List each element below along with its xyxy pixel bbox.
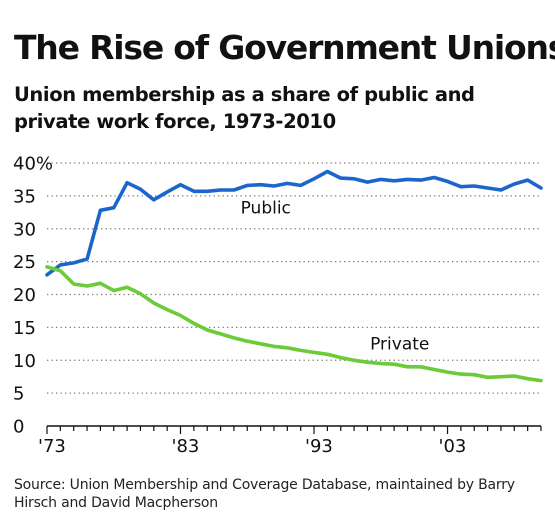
- series-line-private: [45, 265, 543, 383]
- series-label-private: Private: [370, 335, 429, 355]
- series-label-public: Public: [241, 199, 291, 219]
- y-tick-label: 20: [13, 285, 36, 306]
- series-line-public: [45, 169, 543, 277]
- y-tick-label: 5: [13, 384, 24, 405]
- axes: [46, 425, 542, 434]
- y-tick-label: 40%: [13, 154, 53, 175]
- labels: 0 5 10 15 20 25 30 35 40% '73 '83 '93 '03 Public Priva…: [13, 154, 466, 458]
- y-tick-label: 15: [13, 318, 36, 339]
- x-tick-label: '93: [305, 436, 333, 457]
- source-note: Source: Union Membership and Coverage Da…: [14, 477, 515, 511]
- y-tick-label: 0: [13, 417, 24, 438]
- x-tick-label: '03: [439, 436, 467, 457]
- chart-title: The Rise of Government Unions: [14, 28, 555, 67]
- y-tick-label: 35: [13, 186, 36, 207]
- line-chart: 0 5 10 15 20 25 30 35 40% '73 '83 '93 '03 Public Priva…: [13, 154, 543, 458]
- y-tick-label: 25: [13, 252, 36, 273]
- y-tick-label: 30: [13, 219, 36, 240]
- x-tick-label: '83: [172, 436, 200, 457]
- series-lines: [45, 169, 543, 383]
- chart-subtitle: Union membership as a share of public an…: [14, 83, 475, 133]
- x-tick-label: '73: [38, 436, 66, 457]
- y-tick-label: 10: [13, 351, 36, 372]
